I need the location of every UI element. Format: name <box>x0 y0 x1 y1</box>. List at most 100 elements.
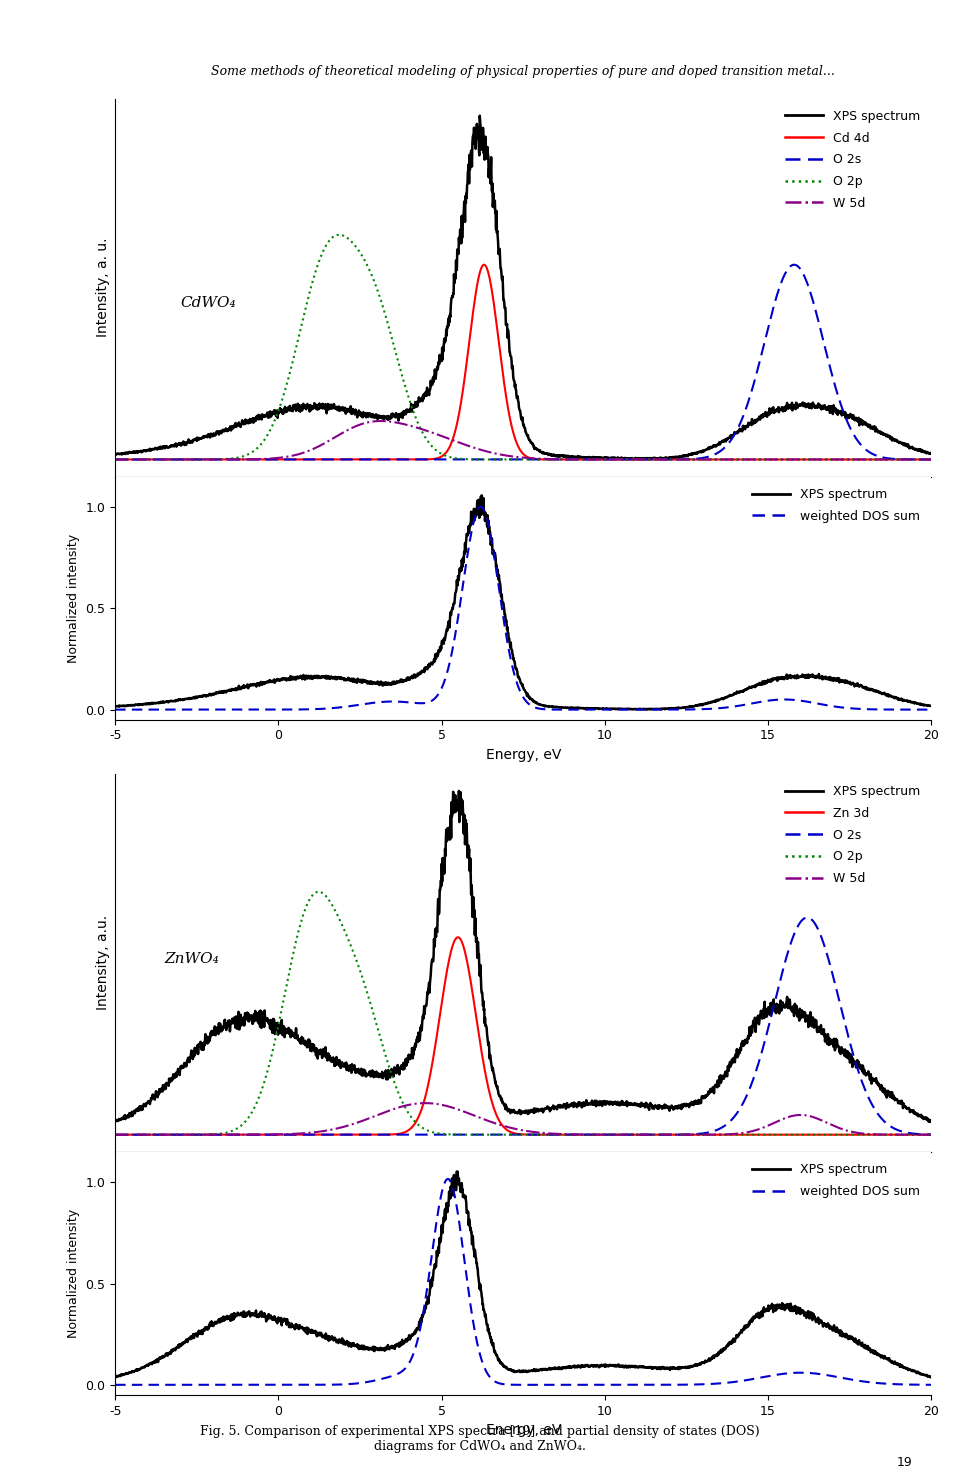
Y-axis label: Intensity, a.u.: Intensity, a.u. <box>96 916 109 1011</box>
XPS spectrum <box>151 1085 162 1103</box>
Zn 3d <box>753 1126 764 1144</box>
W 5d <box>109 1126 121 1144</box>
O 2p <box>151 451 162 469</box>
Line: O 2p: O 2p <box>115 892 931 1135</box>
O 2p <box>901 451 913 469</box>
XPS spectrum <box>109 1113 121 1131</box>
Cd 4d <box>478 255 490 273</box>
Y-axis label: Normalized intensity: Normalized intensity <box>67 1209 80 1339</box>
O 2p <box>925 1126 937 1144</box>
W 5d <box>109 451 121 469</box>
O 2s <box>151 451 162 469</box>
O 2p <box>902 451 914 469</box>
XPS spectrum <box>485 1051 496 1068</box>
W 5d <box>485 444 496 462</box>
XPS spectrum <box>151 439 162 457</box>
O 2s <box>485 1126 496 1144</box>
O 2p <box>753 1126 764 1144</box>
O 2s <box>901 1123 913 1141</box>
Cd 4d <box>151 451 162 469</box>
XPS spectrum <box>453 782 465 800</box>
Y-axis label: Normalized intensity: Normalized intensity <box>67 534 80 663</box>
O 2p <box>333 226 345 243</box>
Line: W 5d: W 5d <box>115 1103 931 1135</box>
Text: CdWO₄: CdWO₄ <box>180 295 236 310</box>
XPS spectrum <box>109 445 121 463</box>
Line: O 2s: O 2s <box>115 264 931 460</box>
Zn 3d <box>902 1126 914 1144</box>
O 2p <box>109 451 121 469</box>
X-axis label: Energy, eV: Energy, eV <box>486 1423 561 1437</box>
Legend: XPS spectrum, weighted DOS sum: XPS spectrum, weighted DOS sum <box>748 482 924 528</box>
O 2p <box>485 1126 496 1144</box>
W 5d <box>375 413 387 430</box>
O 2p <box>901 1126 913 1144</box>
Line: XPS spectrum: XPS spectrum <box>115 116 931 460</box>
X-axis label: Energy, eV: Energy, eV <box>486 748 561 761</box>
O 2s <box>506 451 517 469</box>
XPS spectrum <box>923 1113 934 1131</box>
O 2s <box>151 1126 162 1144</box>
W 5d <box>925 451 937 469</box>
O 2p <box>485 451 496 469</box>
Text: Some methods of theoretical modeling of physical properties of pure and doped tr: Some methods of theoretical modeling of … <box>211 65 835 79</box>
Zn 3d <box>485 1089 496 1107</box>
W 5d <box>901 451 913 469</box>
O 2p <box>313 883 324 901</box>
O 2s <box>506 1126 517 1144</box>
W 5d <box>902 1126 914 1144</box>
O 2p <box>902 1126 914 1144</box>
O 2s <box>788 255 800 273</box>
O 2s <box>752 1057 763 1074</box>
O 2p <box>507 1126 518 1144</box>
Zn 3d <box>901 1126 913 1144</box>
Zn 3d <box>109 1126 121 1144</box>
O 2s <box>109 451 121 469</box>
XPS spectrum <box>901 1100 913 1117</box>
XPS spectrum <box>474 107 486 125</box>
O 2s <box>925 451 937 469</box>
O 2s <box>902 1123 914 1141</box>
O 2p <box>925 451 937 469</box>
W 5d <box>151 451 162 469</box>
O 2s <box>109 1126 121 1144</box>
Cd 4d <box>902 451 914 469</box>
XPS spectrum <box>925 1113 937 1131</box>
Legend: XPS spectrum, Cd 4d, O 2s, O 2p, W 5d: XPS spectrum, Cd 4d, O 2s, O 2p, W 5d <box>780 105 924 215</box>
Cd 4d <box>925 451 937 469</box>
Zn 3d <box>925 1126 937 1144</box>
W 5d <box>753 451 764 469</box>
O 2s <box>485 451 496 469</box>
Line: W 5d: W 5d <box>115 421 931 460</box>
W 5d <box>901 1126 913 1144</box>
Cd 4d <box>901 451 913 469</box>
XPS spectrum <box>652 451 663 469</box>
O 2p <box>753 451 764 469</box>
W 5d <box>902 451 914 469</box>
W 5d <box>925 1126 937 1144</box>
Cd 4d <box>753 451 764 469</box>
Y-axis label: Intensity, a. u.: Intensity, a. u. <box>96 237 109 337</box>
XPS spectrum <box>507 356 518 374</box>
Cd 4d <box>485 275 496 292</box>
Line: Cd 4d: Cd 4d <box>115 264 931 460</box>
Line: XPS spectrum: XPS spectrum <box>115 791 931 1122</box>
Zn 3d <box>151 1126 162 1144</box>
O 2s <box>802 908 813 926</box>
XPS spectrum <box>507 1103 518 1120</box>
XPS spectrum <box>485 160 496 178</box>
W 5d <box>507 1119 518 1137</box>
W 5d <box>151 1126 162 1144</box>
O 2s <box>752 361 763 378</box>
O 2s <box>925 1126 937 1144</box>
O 2p <box>507 451 518 469</box>
Legend: XPS spectrum, Zn 3d, O 2s, O 2p, W 5d: XPS spectrum, Zn 3d, O 2s, O 2p, W 5d <box>780 781 924 890</box>
XPS spectrum <box>902 435 914 453</box>
W 5d <box>507 448 518 466</box>
O 2s <box>901 451 913 469</box>
Line: O 2s: O 2s <box>115 917 931 1135</box>
XPS spectrum <box>753 1006 764 1024</box>
O 2p <box>109 1126 121 1144</box>
W 5d <box>485 1113 496 1131</box>
Cd 4d <box>507 420 518 438</box>
